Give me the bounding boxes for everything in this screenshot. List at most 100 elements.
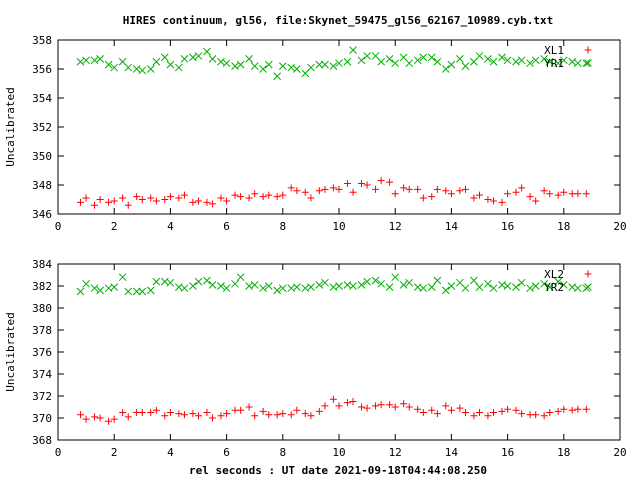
data-point [518,184,526,192]
data-point [546,409,554,416]
data-point [386,401,394,409]
data-point [413,56,422,65]
y-tick-label: 346 [32,208,52,221]
data-point [152,277,161,286]
data-point [573,59,582,68]
data-point [363,277,371,286]
data-point [447,406,455,414]
y-tick-label: 374 [32,368,52,381]
data-point [175,194,183,202]
data-point [377,279,386,288]
data-point [195,412,202,420]
data-point [363,404,371,412]
y-tick-label: 370 [32,412,52,425]
series-XL2 [76,395,590,425]
data-point [208,281,217,289]
data-point [132,65,141,73]
data-point [532,411,540,419]
data-point [531,56,540,65]
data-point [399,281,408,289]
x-tick-label: 14 [445,446,459,459]
data-point [349,398,357,405]
data-point [414,185,422,193]
data-point [104,60,113,69]
data-point [517,278,526,287]
data-point [251,412,259,420]
data-point [470,194,478,202]
data-point [512,57,520,66]
data-point [265,411,273,419]
data-point [405,185,413,193]
x-tick-label: 10 [332,446,345,459]
data-point [251,190,259,198]
data-point [195,197,202,205]
data-point [377,57,386,66]
y-axis-label: Uncalibrated [4,87,17,166]
data-point [90,284,99,293]
data-point [526,284,534,293]
data-point [540,279,548,288]
data-point [307,194,315,202]
y-tick-label: 380 [32,302,52,315]
data-point [512,283,520,291]
data-point [517,56,526,65]
data-point [441,286,450,295]
data-point [166,409,174,416]
data-point [222,284,231,293]
data-point [264,60,273,69]
data-point [119,409,127,416]
data-point [321,185,329,193]
data-point [180,54,189,63]
data-point [329,184,337,192]
data-point [307,412,315,420]
data-point [419,53,428,62]
data-point [203,47,211,56]
data-point [180,284,189,293]
legend-label: YR1 [544,57,564,70]
data-point [208,54,217,63]
legend-marker [584,283,592,291]
data-point [357,56,366,65]
legend-marker [584,59,592,67]
data-point [518,410,526,418]
data-point [461,284,470,293]
y-tick-label: 358 [32,34,52,47]
x-tick-label: 10 [332,220,345,233]
data-point [279,191,287,199]
data-point [152,57,161,66]
data-point [343,57,352,66]
data-point [273,193,281,201]
data-point [76,57,85,66]
data-point [307,63,315,72]
x-tick-label: 4 [167,220,174,233]
data-point [231,279,239,288]
data-point [231,62,239,70]
data-point [321,402,329,410]
data-point [118,273,127,282]
data-point [540,54,548,63]
x-axis-label: rel seconds : UT date 2021-09-18T04:44:0… [189,464,487,477]
legend-label: XL1 [544,44,564,57]
data-point [559,56,568,65]
data-point [503,282,512,290]
data-point [484,196,492,203]
data-point [278,284,287,293]
data-point [245,194,253,202]
data-point [315,407,323,415]
data-point [531,282,540,290]
data-point [475,283,484,291]
data-point [377,177,385,185]
y-tick-label: 356 [32,63,52,76]
data-point [110,197,118,205]
data-point [245,403,253,411]
x-tick-label: 0 [55,446,62,459]
data-point [315,281,324,289]
x-tick-label: 12 [389,446,402,459]
data-point [194,52,203,60]
data-point [273,286,282,295]
data-point [526,59,534,68]
data-point [250,281,259,289]
data-point [385,54,394,63]
data-point [512,406,520,414]
data-point [292,65,301,73]
